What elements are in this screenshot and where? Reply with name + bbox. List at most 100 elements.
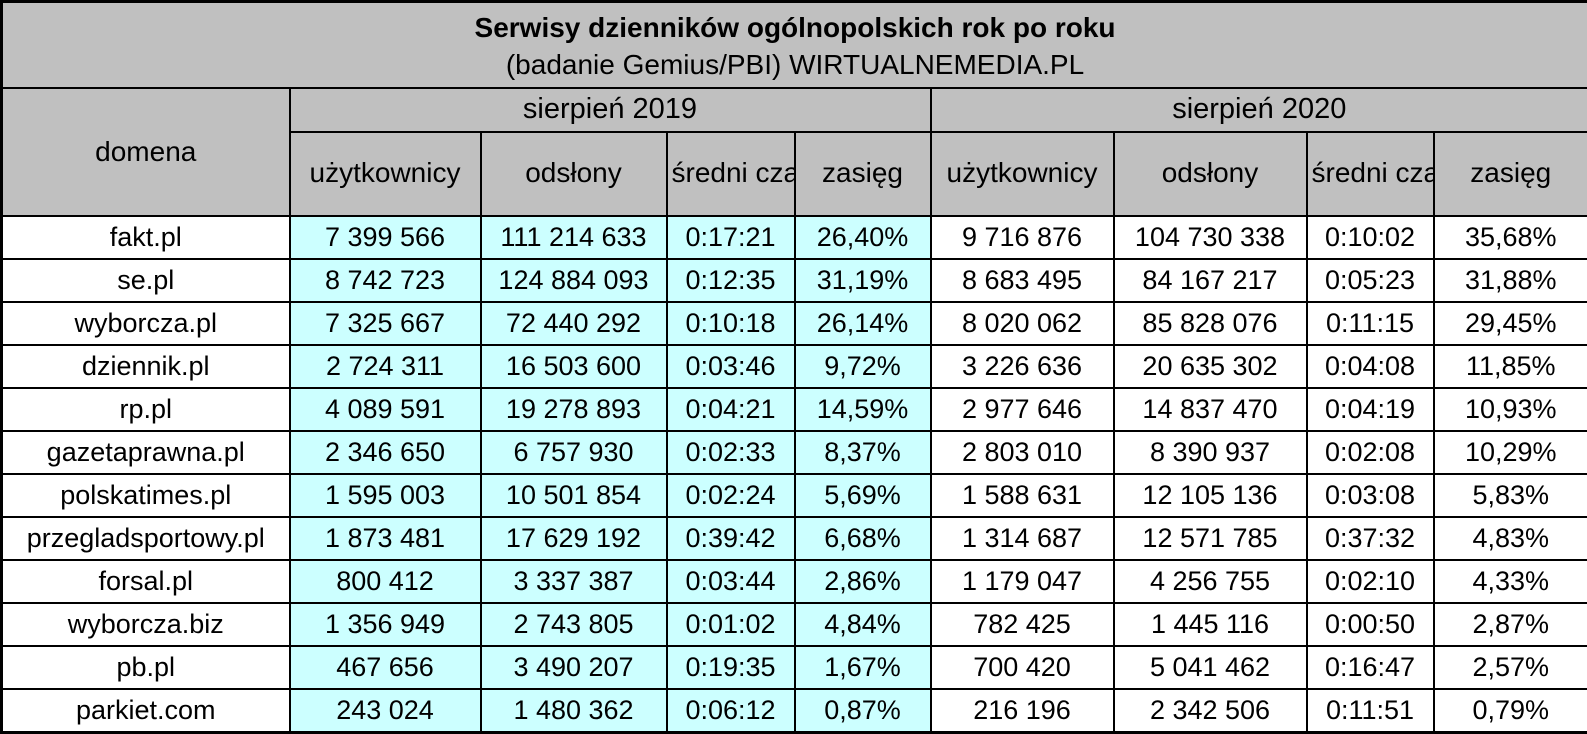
cell-reach-2019: 4,84%: [793, 601, 932, 647]
cell-reach-2020: 29,45%: [1432, 300, 1587, 346]
domain-cell: przegladsportowy.pl: [0, 515, 291, 561]
table-row: przegladsportowy.pl 1 873 481 17 629 192 0:…: [0, 515, 1587, 561]
cell-reach-2020: 4,33%: [1432, 558, 1587, 604]
table-row: pb.pl 467 656 3 490 207 0:19:35 1,67% 700 420…: [0, 644, 1587, 690]
domain-cell: dziennik.pl: [0, 343, 291, 389]
cell-avgtime-2020: 0:02:08: [1305, 429, 1435, 475]
cell-users-2020: 1 179 047: [929, 558, 1115, 604]
cell-reach-2019: 26,40%: [793, 214, 932, 260]
cell-users-2019: 243 024: [288, 687, 482, 734]
cell-users-2020: 782 425: [929, 601, 1115, 647]
cell-pageviews-2020: 85 828 076: [1112, 300, 1308, 346]
cell-pageviews-2020: 14 837 470: [1112, 386, 1308, 432]
cell-pageviews-2020: 1 445 116: [1112, 601, 1308, 647]
cell-users-2020: 2 977 646: [929, 386, 1115, 432]
cell-users-2019: 800 412: [288, 558, 482, 604]
cell-reach-2020: 10,93%: [1432, 386, 1587, 432]
cell-users-2019: 7 325 667: [288, 300, 482, 346]
cell-users-2020: 8 683 495: [929, 257, 1115, 303]
cell-reach-2019: 9,72%: [793, 343, 932, 389]
domain-cell: pb.pl: [0, 644, 291, 690]
cell-avgtime-2020: 0:05:23: [1305, 257, 1435, 303]
table-row: polskatimes.pl 1 595 003 10 501 854 0:02:24…: [0, 472, 1587, 518]
cell-users-2019: 8 742 723: [288, 257, 482, 303]
period-header-row: domena sierpień 2019 sierpień 2020: [0, 86, 1587, 217]
cell-reach-2020: 2,57%: [1432, 644, 1587, 690]
cell-users-2020: 3 226 636: [929, 343, 1115, 389]
cell-users-2019: 2 724 311: [288, 343, 482, 389]
domain-cell: se.pl: [0, 257, 291, 303]
cell-avgtime-2019: 0:01:02: [665, 601, 796, 647]
cell-reach-2019: 14,59%: [793, 386, 932, 432]
cell-avgtime-2020: 0:02:10: [1305, 558, 1435, 604]
page-subtitle: (badanie Gemius/PBI) WIRTUALNEMEDIA.PL: [505, 48, 1085, 80]
cell-pageviews-2020: 104 730 338: [1112, 214, 1308, 260]
cell-reach-2020: 0,79%: [1432, 687, 1587, 734]
cell-pageviews-2020: 84 167 217: [1112, 257, 1308, 303]
cell-avgtime-2019: 0:12:35: [665, 257, 796, 303]
cell-avgtime-2020: 0:37:32: [1305, 515, 1435, 561]
cell-pageviews-2020: 20 635 302: [1112, 343, 1308, 389]
header-uzytkownicy-2020: użytkownicy: [929, 130, 1115, 217]
header-sredni-czas-2019: średni czas: [665, 130, 796, 217]
cell-reach-2020: 31,88%: [1432, 257, 1587, 303]
cell-avgtime-2019: 0:02:24: [665, 472, 796, 518]
domain-cell: forsal.pl: [0, 558, 291, 604]
header-domena: domena: [0, 86, 291, 217]
cell-users-2019: 2 346 650: [288, 429, 482, 475]
cell-users-2019: 1 595 003: [288, 472, 482, 518]
domain-cell: parkiet.com: [0, 687, 291, 734]
cell-pageviews-2019: 17 629 192: [479, 515, 668, 561]
cell-reach-2019: 0,87%: [793, 687, 932, 734]
cell-avgtime-2019: 0:39:42: [665, 515, 796, 561]
cell-avgtime-2020: 0:03:08: [1305, 472, 1435, 518]
cell-reach-2019: 5,69%: [793, 472, 932, 518]
cell-users-2019: 4 089 591: [288, 386, 482, 432]
cell-pageviews-2019: 2 743 805: [479, 601, 668, 647]
cell-reach-2019: 2,86%: [793, 558, 932, 604]
title-row: Serwisy dzienników ogólnopolskich rok po…: [0, 0, 1587, 89]
domain-cell: wyborcza.biz: [0, 601, 291, 647]
cell-avgtime-2020: 0:00:50: [1305, 601, 1435, 647]
cell-users-2020: 1 588 631: [929, 472, 1115, 518]
table-row: rp.pl 4 089 591 19 278 893 0:04:21 14,59% 2 9…: [0, 386, 1587, 432]
cell-users-2019: 1 356 949: [288, 601, 482, 647]
header-odslony-2020: odsłony: [1112, 130, 1308, 217]
header-sredni-czas-2020: średni czas: [1305, 130, 1435, 217]
domain-cell: wyborcza.pl: [0, 300, 291, 346]
cell-avgtime-2019: 0:02:33: [665, 429, 796, 475]
cell-pageviews-2020: 8 390 937: [1112, 429, 1308, 475]
cell-avgtime-2019: 0:04:21: [665, 386, 796, 432]
cell-pageviews-2019: 111 214 633: [479, 214, 668, 260]
cell-pageviews-2020: 4 256 755: [1112, 558, 1308, 604]
cell-avgtime-2019: 0:06:12: [665, 687, 796, 734]
cell-pageviews-2019: 3 490 207: [479, 644, 668, 690]
cell-avgtime-2019: 0:03:44: [665, 558, 796, 604]
cell-avgtime-2020: 0:10:02: [1305, 214, 1435, 260]
cell-users-2019: 7 399 566: [288, 214, 482, 260]
cell-reach-2019: 6,68%: [793, 515, 932, 561]
title-block: Serwisy dzienników ogólnopolskich rok po…: [0, 0, 1587, 89]
cell-reach-2020: 4,83%: [1432, 515, 1587, 561]
table-row: se.pl 8 742 723 124 884 093 0:12:35 31,19% 8 …: [0, 257, 1587, 303]
cell-pageviews-2019: 16 503 600: [479, 343, 668, 389]
cell-users-2019: 467 656: [288, 644, 482, 690]
cell-pageviews-2019: 6 757 930: [479, 429, 668, 475]
cell-users-2019: 1 873 481: [288, 515, 482, 561]
cell-pageviews-2019: 124 884 093: [479, 257, 668, 303]
cell-avgtime-2020: 0:16:47: [1305, 644, 1435, 690]
header-zasieg-2019: zasięg: [793, 130, 932, 217]
cell-reach-2020: 11,85%: [1432, 343, 1587, 389]
cell-pageviews-2019: 19 278 893: [479, 386, 668, 432]
cell-pageviews-2019: 3 337 387: [479, 558, 668, 604]
header-odslony-2019: odsłony: [479, 130, 668, 217]
cell-avgtime-2020: 0:04:08: [1305, 343, 1435, 389]
cell-reach-2020: 10,29%: [1432, 429, 1587, 475]
cell-avgtime-2020: 0:11:51: [1305, 687, 1435, 734]
metric-header-row: użytkownicy odsłony średni czas zasięg u…: [2, 130, 1587, 217]
cell-pageviews-2019: 10 501 854: [479, 472, 668, 518]
cell-users-2020: 700 420: [929, 644, 1115, 690]
cell-reach-2019: 26,14%: [793, 300, 932, 346]
cell-users-2020: 1 314 687: [929, 515, 1115, 561]
